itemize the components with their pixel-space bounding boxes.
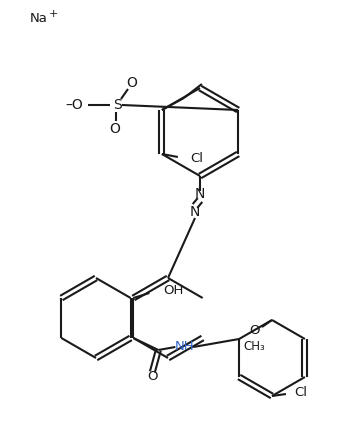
Text: O: O (127, 76, 138, 90)
Text: N: N (195, 187, 205, 201)
Text: N: N (190, 205, 200, 219)
Text: Cl: Cl (190, 152, 203, 165)
Text: Cl: Cl (294, 385, 307, 398)
Text: Na: Na (30, 12, 48, 25)
Text: +: + (49, 9, 58, 19)
Text: CH₃: CH₃ (243, 340, 265, 353)
Text: OH: OH (163, 283, 184, 296)
Text: NH: NH (175, 340, 194, 353)
Text: S: S (113, 98, 121, 112)
Text: O: O (109, 122, 121, 136)
Text: O: O (249, 324, 259, 337)
Text: O: O (147, 371, 158, 384)
Text: –O: –O (65, 98, 83, 112)
